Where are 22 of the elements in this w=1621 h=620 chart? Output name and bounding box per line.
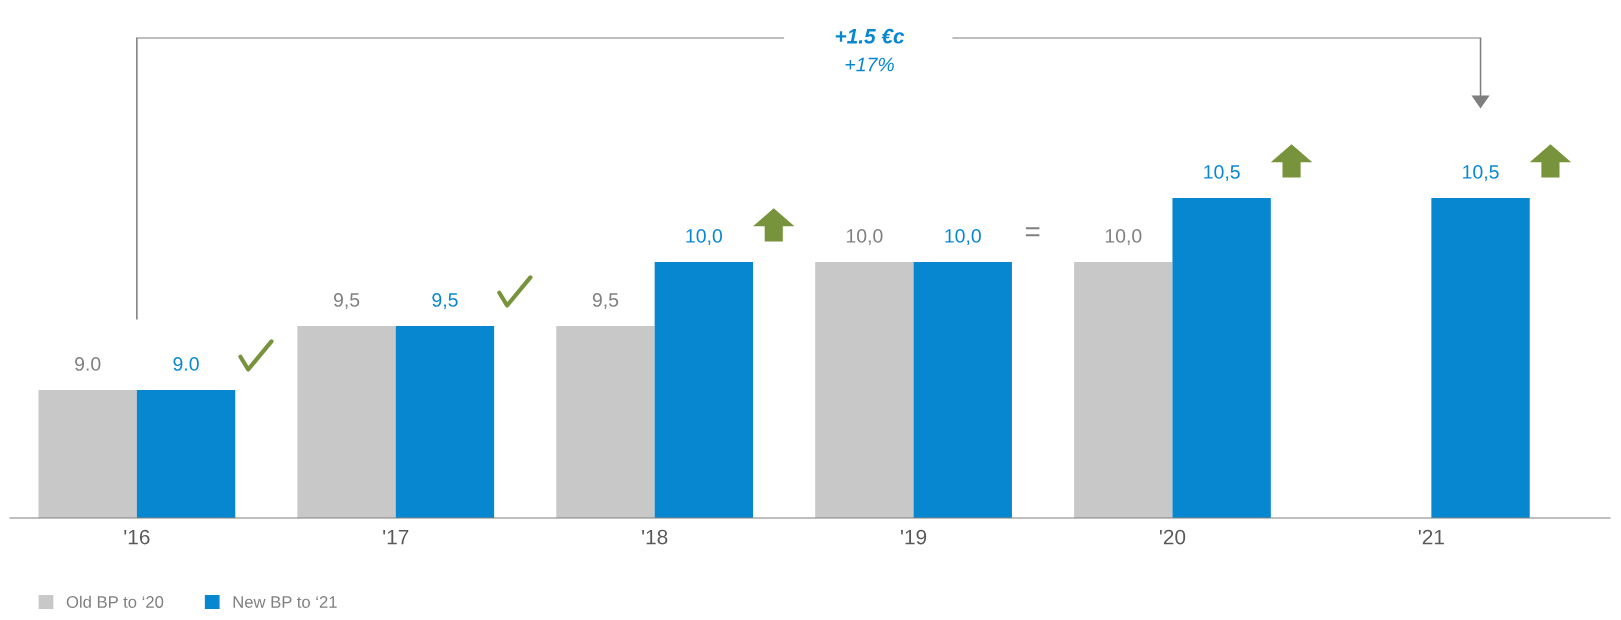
annotation: = (1025, 227, 1040, 237)
x-tick-label: '21 (1418, 529, 1444, 545)
x-tick-label: '19 (901, 529, 927, 545)
data-label: 10,0 (945, 229, 981, 246)
data-label: 9,5 (592, 293, 619, 310)
data-label: 9.0 (173, 357, 199, 371)
data-label: 10,0 (846, 229, 883, 246)
legend-label: New BP to ‘21 (233, 596, 337, 608)
x-tick-label: '18 (642, 529, 668, 545)
data-label: 9,5 (432, 293, 458, 310)
data-label: 10,5 (1204, 165, 1240, 182)
legend-label: Old BP to ‘20 (66, 595, 164, 608)
data-label: 10,0 (1105, 229, 1142, 246)
x-tick-label: '20 (1159, 529, 1186, 545)
data-label: 9,5 (333, 293, 360, 310)
data-label: 9.0 (75, 357, 101, 371)
text: +1.5 €c (835, 28, 905, 44)
data-label: 10,5 (1463, 165, 1499, 182)
x-tick-label: '17 (383, 529, 409, 545)
text: +17% (845, 57, 894, 72)
data-label: 10,0 (686, 229, 723, 246)
x-tick-label: '16 (124, 529, 150, 545)
